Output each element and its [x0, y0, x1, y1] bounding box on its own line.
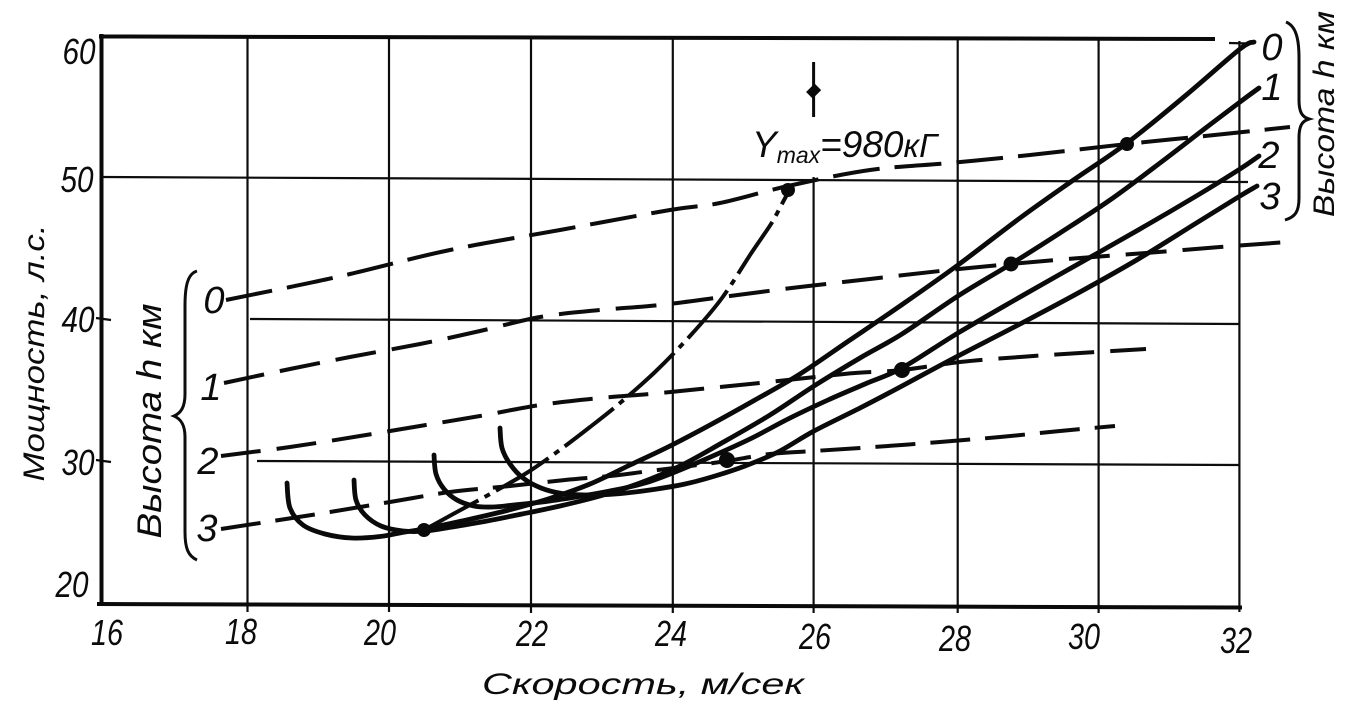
svg-text:30: 30	[1068, 616, 1100, 657]
svg-text:Высота h км: Высота h км	[131, 304, 169, 539]
svg-text:0: 0	[203, 280, 224, 322]
svg-text:3: 3	[196, 508, 217, 550]
svg-text:60: 60	[63, 31, 96, 72]
svg-text:30: 30	[62, 442, 95, 483]
svg-text:Ymax=980кГ: Ymax=980кГ	[752, 124, 939, 168]
svg-text:32: 32	[1220, 620, 1252, 661]
svg-text:3: 3	[1259, 176, 1280, 218]
svg-text:1: 1	[200, 367, 221, 409]
svg-text:Скорость, м/сек: Скорость, м/сек	[482, 668, 807, 701]
svg-text:40: 40	[62, 299, 95, 340]
svg-text:20: 20	[55, 564, 89, 605]
svg-text:16: 16	[91, 612, 124, 653]
svg-text:2: 2	[196, 441, 218, 483]
svg-text:0: 0	[1261, 27, 1282, 69]
svg-text:24: 24	[654, 613, 687, 654]
svg-text:28: 28	[938, 618, 971, 659]
svg-text:26: 26	[798, 616, 832, 657]
svg-text:20: 20	[363, 612, 396, 653]
svg-text:Мощность, л.с.: Мощность, л.с.	[18, 225, 51, 482]
svg-text:50: 50	[61, 159, 94, 200]
svg-text:18: 18	[225, 611, 257, 652]
svg-text:1: 1	[1261, 67, 1282, 109]
svg-text:Высота h км: Высота h км	[1308, 11, 1341, 217]
svg-text:22: 22	[515, 613, 548, 654]
svg-text:2: 2	[1257, 135, 1279, 177]
